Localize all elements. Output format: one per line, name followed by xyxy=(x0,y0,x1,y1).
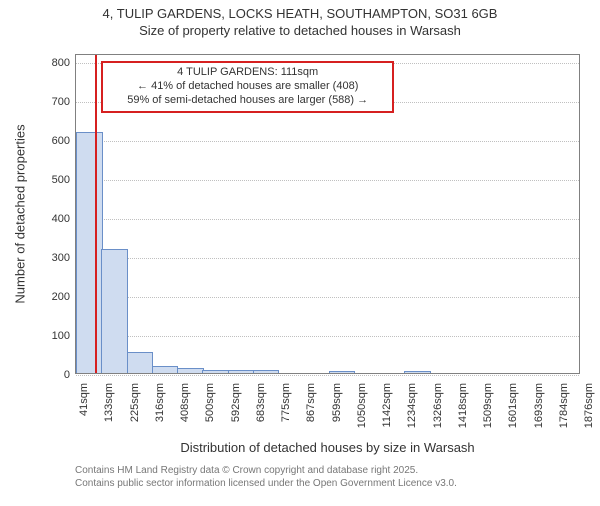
x-tick-label: 1050sqm xyxy=(352,383,368,443)
gridline xyxy=(76,180,579,181)
x-tick-label: 225sqm xyxy=(125,383,141,443)
x-tick-label: 500sqm xyxy=(200,383,216,443)
x-tick-label: 1876sqm xyxy=(579,383,595,443)
gridline xyxy=(76,141,579,142)
gridline xyxy=(76,258,579,259)
histogram-bar xyxy=(177,368,204,373)
gridline xyxy=(76,297,579,298)
histogram-bar xyxy=(76,132,103,373)
chart-container: 4, TULIP GARDENS, LOCKS HEATH, SOUTHAMPT… xyxy=(0,6,600,506)
chart-title-line1: 4, TULIP GARDENS, LOCKS HEATH, SOUTHAMPT… xyxy=(0,6,600,23)
x-tick-label: 683sqm xyxy=(251,383,267,443)
plot-inner: 01002003004005006007008004 TULIP GARDENS… xyxy=(76,55,579,373)
x-tick-label: 408sqm xyxy=(175,383,191,443)
x-tick-label: 133sqm xyxy=(99,383,115,443)
histogram-bar xyxy=(152,366,179,373)
histogram-bar xyxy=(404,371,431,373)
y-tick-label: 400 xyxy=(52,213,76,225)
y-tick-label: 500 xyxy=(52,174,76,186)
footer-line2: Contains public sector information licen… xyxy=(75,477,457,490)
histogram-bar xyxy=(127,352,154,373)
histogram-bar xyxy=(329,371,356,373)
property-marker-line xyxy=(95,55,97,373)
annotation-line: 59% of semi-detached houses are larger (… xyxy=(109,94,386,108)
y-tick-label: 300 xyxy=(52,252,76,264)
x-tick-label: 41sqm xyxy=(74,383,90,443)
x-tick-label: 1509sqm xyxy=(478,383,494,443)
x-tick-label: 1234sqm xyxy=(402,383,418,443)
annotation-callout: 4 TULIP GARDENS: 111sqm← 41% of detached… xyxy=(101,61,394,112)
x-axis-label: Distribution of detached houses by size … xyxy=(75,440,580,455)
gridline xyxy=(76,375,579,376)
histogram-bar xyxy=(228,370,255,373)
y-tick-label: 700 xyxy=(52,96,76,108)
y-tick-label: 100 xyxy=(52,330,76,342)
plot-area: 01002003004005006007008004 TULIP GARDENS… xyxy=(75,54,580,374)
x-tick-label: 867sqm xyxy=(301,383,317,443)
gridline xyxy=(76,336,579,337)
x-tick-label: 1784sqm xyxy=(554,383,570,443)
histogram-bar xyxy=(253,370,280,373)
x-tick-label: 1326sqm xyxy=(428,383,444,443)
x-tick-label: 1601sqm xyxy=(503,383,519,443)
annotation-line: 4 TULIP GARDENS: 111sqm xyxy=(109,66,386,80)
histogram-bar xyxy=(101,249,128,373)
y-tick-label: 800 xyxy=(52,57,76,69)
x-tick-label: 1693sqm xyxy=(529,383,545,443)
chart-title-line2: Size of property relative to detached ho… xyxy=(0,23,600,40)
x-tick-label: 1142sqm xyxy=(377,383,393,443)
y-tick-label: 200 xyxy=(52,291,76,303)
y-axis-label: Number of detached properties xyxy=(13,124,28,303)
x-tick-label: 1418sqm xyxy=(453,383,469,443)
gridline xyxy=(76,219,579,220)
y-tick-label: 0 xyxy=(64,369,76,381)
x-tick-label: 316sqm xyxy=(150,383,166,443)
footer-attribution: Contains HM Land Registry data © Crown c… xyxy=(75,464,457,490)
x-tick-label: 959sqm xyxy=(327,383,343,443)
annotation-line: ← 41% of detached houses are smaller (40… xyxy=(109,80,386,94)
footer-line1: Contains HM Land Registry data © Crown c… xyxy=(75,464,457,477)
histogram-bar xyxy=(202,370,229,373)
x-tick-label: 775sqm xyxy=(276,383,292,443)
x-tick-label: 592sqm xyxy=(226,383,242,443)
y-tick-label: 600 xyxy=(52,135,76,147)
